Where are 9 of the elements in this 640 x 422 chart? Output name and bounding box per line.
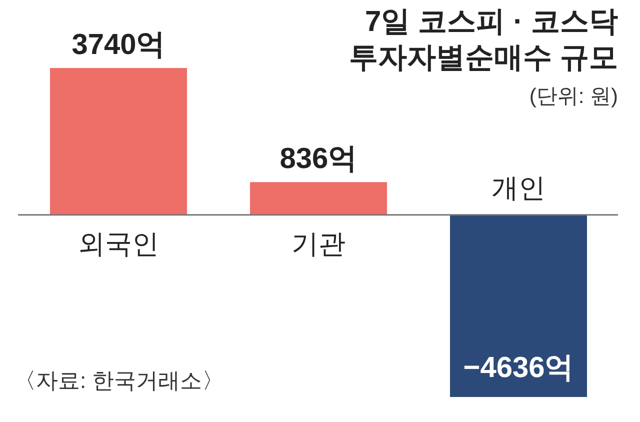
x-tick-label: 외국인 [78, 228, 159, 259]
text: (단위: 원) [529, 84, 618, 110]
annotation: 〈자료: 한국거래소〉 [14, 367, 224, 395]
data-label: −4636억 [463, 352, 574, 384]
chart-title: 7일 코스피 · 코스닥 투자자별순매수 규모 [348, 5, 618, 76]
data-label: 3740억 [72, 29, 166, 61]
x-tick-label: 개인 [492, 172, 546, 203]
x-tick-label: 기관 [292, 228, 346, 259]
data-label: 836억 [280, 143, 358, 176]
